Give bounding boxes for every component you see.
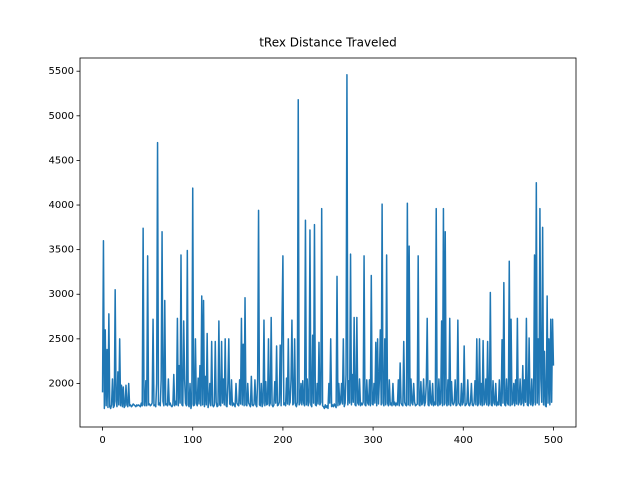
y-tick-label: 2000 <box>49 378 74 389</box>
y-tick-label: 3500 <box>49 245 74 256</box>
x-tick-label: 400 <box>454 435 473 446</box>
data-line <box>101 74 555 410</box>
y-tick-label: 5500 <box>49 66 74 77</box>
y-tick-label: 4500 <box>49 155 74 166</box>
chart-title: tRex Distance Traveled <box>259 36 397 50</box>
axes-frame <box>79 57 577 428</box>
x-tick-label: 300 <box>364 435 383 446</box>
y-tick-label: 4000 <box>49 200 74 211</box>
x-tick-label: 0 <box>99 435 105 446</box>
x-tick-label: 200 <box>273 435 292 446</box>
y-tick-label: 2500 <box>49 334 74 345</box>
x-tick-label: 100 <box>183 435 202 446</box>
y-tick-label: 5000 <box>49 111 74 122</box>
x-tick-label: 500 <box>544 435 563 446</box>
y-tick-label: 3000 <box>49 289 74 300</box>
